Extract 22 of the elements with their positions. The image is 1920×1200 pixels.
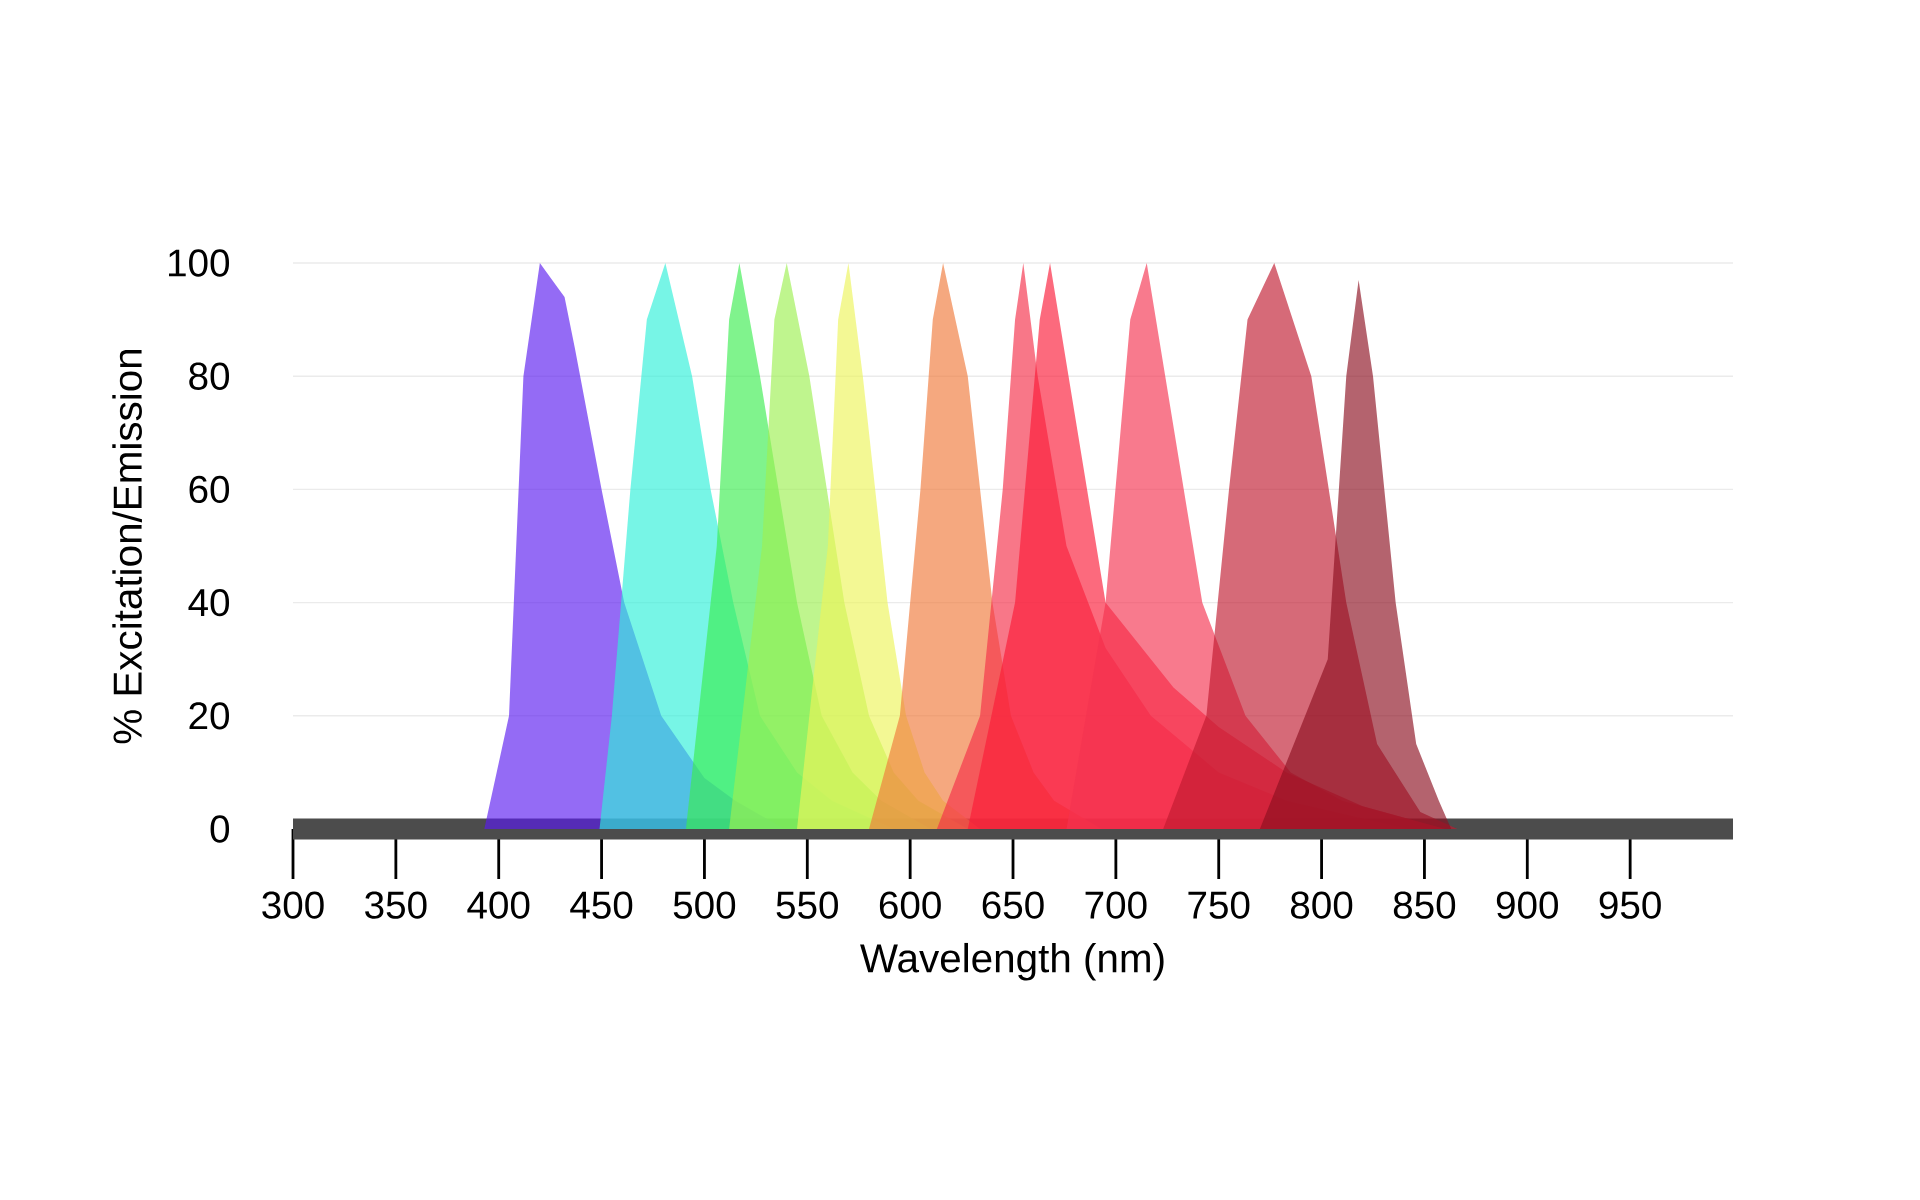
y-axis-title: % Excitation/Emission	[112, 349, 142, 744]
x-tick-label: 650	[982, 891, 1044, 919]
y-tick-label: 40	[188, 588, 230, 617]
y-tick-label: 0	[210, 815, 230, 843]
x-tick-label: 900	[1496, 891, 1558, 919]
x-tick-label: 500	[673, 891, 736, 919]
x-tick-label: 450	[570, 891, 633, 919]
x-tick-label: 550	[776, 891, 838, 919]
y-tick-label: 100	[169, 249, 230, 277]
x-tick-label: 350	[365, 891, 427, 919]
x-tick-label: 400	[467, 891, 530, 919]
x-tick-label: 700	[1085, 891, 1147, 919]
x-tick-label: 600	[879, 891, 941, 919]
x-axis-title: Wavelength (nm)	[860, 942, 1164, 981]
x-tick-label: 800	[1290, 891, 1353, 919]
y-tick-label: 80	[189, 362, 230, 390]
y-tick-label: 20	[189, 702, 230, 730]
x-tick-label: 750	[1188, 891, 1250, 919]
x-tick-label: 850	[1393, 891, 1456, 919]
x-tick-label: 300	[262, 891, 324, 919]
x-tick-label: 950	[1599, 891, 1661, 919]
y-tick-label: 60	[189, 475, 230, 504]
